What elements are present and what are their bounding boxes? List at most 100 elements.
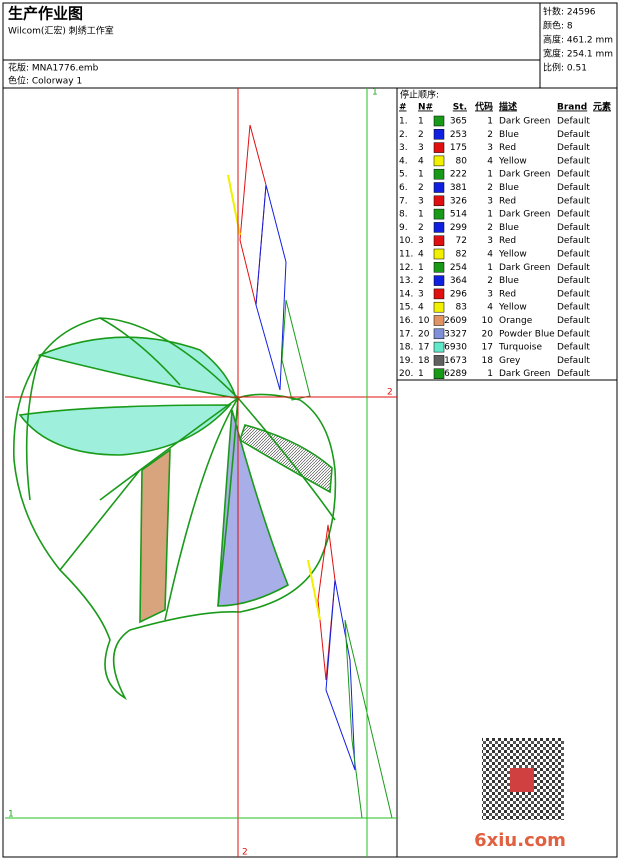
column-header: 元素	[593, 101, 611, 113]
column-header: 代码	[474, 101, 493, 113]
row-needle: 3	[418, 196, 424, 206]
row-code: 4	[487, 303, 493, 313]
color-swatch	[433, 155, 445, 167]
row-stitches: 175	[450, 143, 467, 153]
color-swatch	[433, 315, 445, 326]
color-swatch	[433, 288, 445, 300]
row-needle: 18	[418, 356, 430, 366]
color-swatch	[433, 115, 445, 127]
row-code: 3	[487, 143, 493, 153]
row-stitches: 80	[456, 156, 468, 166]
row-stitches: 365	[450, 117, 467, 127]
row-code: 1	[487, 210, 493, 220]
row-desc: Orange	[499, 316, 533, 326]
guide-label: 1	[372, 88, 378, 98]
fill-orange	[139, 448, 171, 624]
row-seq: 18.	[399, 343, 413, 353]
row-code: 1	[487, 369, 493, 379]
row-seq: 2.	[399, 130, 408, 140]
row-stitches: 326	[450, 196, 467, 206]
row-brand: Default	[557, 303, 590, 313]
row-brand: Default	[557, 156, 590, 166]
row-seq: 15.	[399, 303, 413, 313]
color-swatch	[433, 275, 445, 286]
row-code: 3	[487, 236, 493, 246]
qr-logo	[510, 768, 534, 792]
design-drawing	[13, 124, 393, 819]
row-code: 1	[487, 170, 493, 180]
row-desc: Powder Blue	[499, 329, 555, 339]
watermark: 6xiu.com	[474, 830, 566, 851]
row-seq: 17.	[399, 329, 413, 339]
row-brand: Default	[557, 263, 590, 273]
row-needle: 20	[418, 329, 430, 339]
row-seq: 13.	[399, 276, 413, 286]
row-stitches: 514	[450, 210, 467, 220]
row-desc: Red	[499, 196, 516, 206]
row-seq: 5.	[399, 170, 408, 180]
strip-red	[239, 124, 267, 306]
row-stitches: 299	[450, 223, 467, 233]
row-needle: 1	[418, 170, 424, 180]
row-code: 1	[487, 117, 493, 127]
colorway: 色位: Colorway 1	[8, 75, 82, 87]
row-desc: Blue	[499, 183, 519, 193]
row-code: 2	[487, 130, 493, 140]
row-desc: Blue	[499, 130, 519, 140]
row-brand: Default	[557, 329, 590, 339]
row-brand: Default	[557, 196, 590, 206]
row-needle: 1	[418, 369, 424, 379]
color-swatch	[433, 368, 445, 379]
row-stitches: 381	[450, 183, 467, 193]
row-brand: Default	[557, 130, 590, 140]
row-code: 4	[487, 156, 493, 166]
column-header: N#	[418, 103, 433, 113]
row-seq: 9.	[399, 223, 408, 233]
row-seq: 6.	[399, 183, 408, 193]
column-header: #	[399, 103, 407, 113]
row-brand: Default	[557, 316, 590, 326]
row-needle: 2	[418, 130, 424, 140]
row-desc: Turquoise	[498, 343, 542, 353]
color-swatch	[433, 262, 445, 273]
row-needle: 10	[418, 316, 430, 326]
row-needle: 3	[418, 143, 424, 153]
row-stitches: 83	[456, 303, 467, 313]
strip-blue	[255, 184, 287, 391]
row-desc: Red	[499, 236, 516, 246]
row-brand: Default	[557, 356, 590, 366]
studio: Wilcom(汇宏) 刺绣工作室	[8, 25, 114, 37]
strip-blue	[325, 579, 356, 771]
outline	[13, 317, 337, 701]
fill-turquoise	[37, 336, 238, 400]
color-swatch	[433, 182, 445, 193]
column-header: St.	[453, 103, 467, 113]
row-stitches: 2609	[444, 316, 467, 326]
row-brand: Default	[557, 210, 590, 220]
table-caption: 停止顺序:	[400, 89, 439, 101]
row-desc: Yellow	[498, 156, 527, 166]
row-stitches: 1673	[444, 356, 467, 366]
row-code: 20	[482, 329, 494, 339]
row-code: 2	[487, 276, 493, 286]
row-needle: 1	[418, 263, 424, 273]
row-seq: 3.	[399, 143, 408, 153]
row-needle: 3	[418, 289, 424, 299]
row-brand: Default	[557, 236, 590, 246]
row-code: 2	[487, 183, 493, 193]
row-seq: 20.	[399, 369, 413, 379]
row-desc: Yellow	[498, 303, 527, 313]
row-needle: 1	[418, 117, 424, 127]
row-desc: Dark Green	[499, 263, 550, 273]
color-swatch	[433, 142, 445, 153]
row-needle: 1	[418, 210, 424, 220]
row-stitches: 253	[450, 130, 467, 140]
guide-label: 2	[387, 388, 393, 398]
strip-green	[344, 619, 393, 819]
row-seq: 7.	[399, 196, 408, 206]
row-desc: Dark Green	[499, 369, 550, 379]
row-stitches: 254	[450, 263, 467, 273]
strip-green	[281, 299, 311, 401]
column-header: Brand	[557, 103, 587, 113]
row-desc: Blue	[499, 276, 519, 286]
